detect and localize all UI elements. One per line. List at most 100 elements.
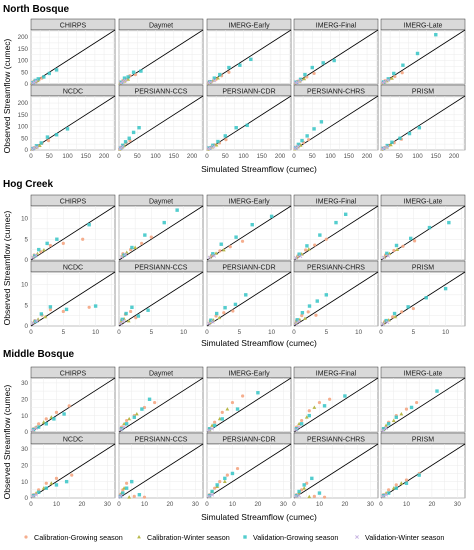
data-point-val-winter [120,79,125,84]
data-point-cal-growing [228,245,232,249]
data-point-cal-winter [390,76,394,80]
data-point-cal-growing [300,418,304,423]
data-point-val-growing [127,136,131,140]
data-point-val-growing [406,305,410,309]
x-tick-label: 10 [92,329,99,336]
data-point-cal-winter [306,247,311,251]
data-point-cal-winter [126,77,131,81]
facet-label: CHIRPS [60,198,87,205]
data-point-val-growing [390,140,394,144]
y-tick-label: 10 [21,216,28,223]
data-point-val-growing [36,425,41,429]
x-tick-label: 0 [292,501,296,508]
y-axis-label: Observed Streamflow (cumec) [2,384,12,499]
data-point-val-growing [122,76,127,80]
data-point-val-growing [296,142,301,147]
data-point-val-growing [401,63,405,67]
data-point-cal-growing [400,310,404,314]
data-point-val-growing [139,69,143,73]
data-point-val-winter [119,493,124,498]
data-point-cal-winter [124,250,129,254]
facet-panel: PERSIANN-CCS 0 50 100 150 200 [117,84,204,160]
data-point-cal-winter [42,248,46,252]
data-point-val-growing [434,32,438,37]
data-point-val-growing [332,58,336,63]
facet-label: PRISM [412,264,434,271]
one-to-one-line [118,443,204,499]
facet-label: PRISM [412,436,434,443]
x-tick-label: 5 [150,329,154,336]
x-tick-label: 200 [275,153,286,160]
legend-key-cal-growing [24,535,28,539]
facet-panel: NCDC 0 50 100 150 200 0 50 100 150 200 [18,84,116,160]
facet-panel: IMERG-Late [380,366,466,433]
data-point-val-winter [294,427,298,432]
data-point-cal-winter [225,407,230,411]
data-point-val-growing [212,423,217,428]
data-point-val-growing [244,293,248,297]
facet-label: CHIRPS [60,22,87,29]
data-point-cal-growing [393,74,397,79]
data-point-val-winter [211,144,216,149]
data-point-val-growing [343,394,347,398]
data-point-cal-winter [126,319,131,323]
facet-panel: PERSIANN-CHRS 0 50 100 150 200 [292,84,379,160]
data-point-val-growing [52,417,56,421]
data-point-cal-growing [230,400,235,405]
data-point-val-growing [210,489,214,494]
data-point-val-growing [212,76,217,80]
one-to-one-line [293,271,379,327]
facet-label: PERSIANN-CDR [222,436,275,443]
data-point-val-winter [297,493,302,498]
x-tick-label: 200 [187,153,198,160]
data-point-cal-winter [304,415,309,419]
x-tick-label: 100 [412,153,423,160]
data-point-val-winter [294,321,298,326]
data-point-val-winter [381,428,385,433]
data-point-val-growing [245,123,249,128]
data-point-val-growing [249,57,253,62]
y-tick-label: 150 [18,112,29,119]
legend-key-cal-winter [137,535,141,539]
data-point-val-growing [392,71,396,76]
data-point-cal-growing [404,407,409,411]
data-point-val-winter [381,255,386,260]
data-point-cal-growing [142,405,147,410]
data-point-cal-growing [125,418,129,423]
facet-label: PERSIANN-CHRS [307,436,365,443]
facet-panel: IMERG-Late [380,18,466,85]
x-tick-label: 150 [431,153,442,160]
x-tick-label: 10 [316,501,323,508]
x-tick-label: 200 [362,153,373,160]
legend: Calibration-Growing season Calibration-Wi… [24,533,444,542]
y-tick-label: 10 [21,413,28,420]
facet-label: Daymet [149,370,173,377]
x-tick-label: 150 [257,153,268,160]
data-point-cal-winter [221,248,226,252]
data-point-val-growing [126,75,130,79]
one-to-one-line [380,377,466,433]
chart-group-2: Middle Bosque CHIRPS 0 10 20 30 Daymet IMERG-Ea… [2,349,466,522]
facet-panel: PERSIANN-CDR 0 5 10 [205,260,292,336]
x-tick-label: 20 [341,501,348,508]
data-point-val-growing [131,130,136,135]
data-point-cal-growing [411,306,415,311]
data-point-cal-growing [87,305,91,309]
data-point-val-winter [297,319,302,324]
x-axis-label: Simulated Streamflow (cumec) [201,338,317,348]
one-to-one-line [293,29,379,85]
data-point-cal-growing [44,481,48,485]
facet-panel: CHIRPS 0 5 10 [21,194,116,264]
one-to-one-line [206,443,292,499]
data-point-cal-growing [48,243,52,248]
data-point-val-growing [136,314,141,318]
y-tick-label: 5 [25,236,29,243]
x-tick-label: 0 [292,153,296,160]
data-point-val-growing [334,220,338,225]
legend-label: Validation-Growing season [253,533,338,542]
one-to-one-line [293,205,379,261]
data-point-val-winter [207,494,211,499]
x-tick-label: 30 [104,501,111,508]
data-point-val-growing [234,235,238,239]
x-tick-label: 0 [379,329,383,336]
